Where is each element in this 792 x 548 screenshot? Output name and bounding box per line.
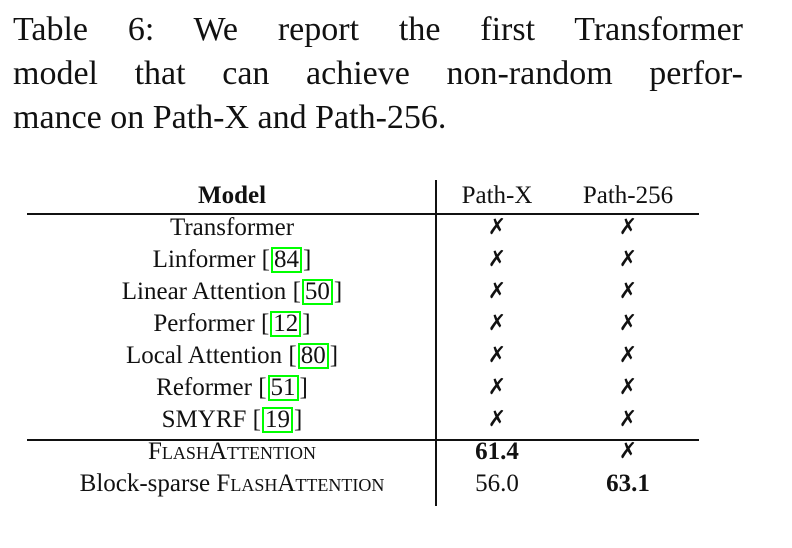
- model-name: Linear Attention [50]: [121, 278, 343, 305]
- table-row: Linformer [84] ✗ ✗: [27, 244, 699, 276]
- flash-section-rule: [27, 439, 699, 441]
- citation-link[interactable]: 50: [301, 279, 333, 305]
- path-256-value: 63.1: [606, 470, 650, 497]
- model-name: Reformer [51]: [156, 374, 308, 401]
- table-row: Reformer [51] ✗ ✗: [27, 372, 699, 404]
- model-name: Transformer: [169, 214, 295, 241]
- table-row: Block-sparse FlashAttention 56.0 63.1: [27, 468, 699, 500]
- model-name: Linformer [84]: [152, 246, 312, 273]
- table-row: Transformer ✗ ✗: [27, 212, 699, 244]
- table-row: Linear Attention [50] ✗ ✗: [27, 276, 699, 308]
- citation-link[interactable]: 84: [270, 247, 302, 273]
- table-header-row: Model Path-X Path-256: [27, 180, 699, 212]
- path-256-value: ✗: [618, 407, 638, 432]
- path-x-value: ✗: [487, 311, 507, 336]
- path-256-value: ✗: [618, 215, 638, 240]
- citation-link[interactable]: 51: [267, 375, 299, 401]
- header-path-x: Path-X: [461, 182, 533, 209]
- caption-line-1: Table 6: We report the first Transformer: [13, 11, 743, 48]
- path-256-value: ✗: [618, 343, 638, 368]
- citation-link[interactable]: 12: [270, 311, 302, 337]
- caption-line-2: model that can achieve non-random perfor…: [13, 55, 743, 92]
- path-x-value: ✗: [487, 407, 507, 432]
- citation-link[interactable]: 80: [297, 343, 329, 369]
- citation-link[interactable]: 19: [262, 407, 293, 433]
- results-table: Model Path-X Path-256 Transformer ✗ ✗ Li…: [27, 180, 699, 506]
- table-row: Performer [12] ✗ ✗: [27, 308, 699, 340]
- path-x-value: ✗: [487, 279, 507, 304]
- caption-line-3: mance on Path-X and Path-256.: [13, 99, 447, 136]
- path-x-value: ✗: [487, 343, 507, 368]
- path-256-value: ✗: [618, 439, 638, 464]
- path-256-value: ✗: [618, 279, 638, 304]
- path-x-value: ✗: [487, 247, 507, 272]
- table-row: Local Attention [80] ✗ ✗: [27, 340, 699, 372]
- model-name: SMYRF [19]: [161, 406, 303, 433]
- column-divider: [435, 180, 437, 506]
- header-path-256: Path-256: [582, 182, 674, 209]
- path-x-value: 56.0: [475, 470, 519, 497]
- header-rule: [27, 213, 699, 215]
- path-256-value: ✗: [618, 247, 638, 272]
- path-256-value: ✗: [618, 375, 638, 400]
- model-name: Local Attention [80]: [125, 342, 339, 369]
- model-name: Block-sparse FlashAttention: [79, 470, 385, 497]
- header-model: Model: [197, 182, 267, 209]
- model-name: FlashAttention: [148, 438, 316, 465]
- model-name: Performer [12]: [153, 310, 311, 337]
- path-x-value: 61.4: [475, 438, 519, 465]
- table-row: FlashAttention 61.4 ✗: [27, 436, 699, 468]
- table-caption: Table 6: We report the first Transformer…: [13, 8, 743, 140]
- path-256-value: ✗: [618, 311, 638, 336]
- path-x-value: ✗: [487, 215, 507, 240]
- path-x-value: ✗: [487, 375, 507, 400]
- table-row: SMYRF [19] ✗ ✗: [27, 404, 699, 436]
